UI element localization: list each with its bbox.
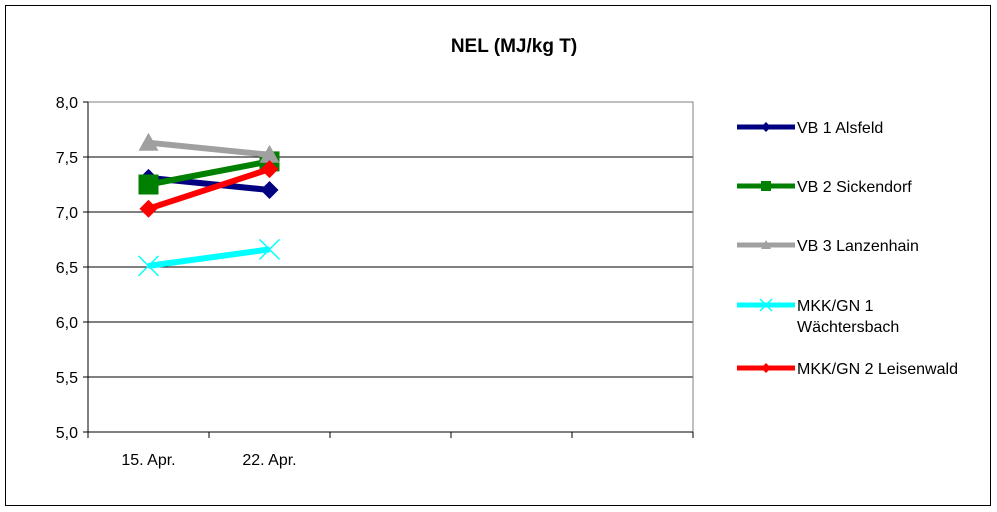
axes: 5,0 5,5 6,0 6,5 7,0 7,5 8,0 15. Apr. 22. Apr.: [56, 95, 694, 469]
gridlines: [88, 156, 693, 378]
series-line: [148, 246, 270, 269]
x-tick-label: 22. Apr.: [242, 452, 296, 469]
series-4: [137, 238, 281, 277]
legend-marker: [761, 122, 771, 132]
legend-item: MKK/GN 1 Wächtersbach: [737, 298, 899, 336]
legend-marker: [761, 181, 771, 191]
legend-marker: [761, 363, 771, 373]
y-tick-label: 6,5: [56, 260, 78, 277]
series-5: [139, 160, 279, 218]
x-tick-label: 15. Apr.: [121, 452, 175, 469]
series-point: [139, 199, 158, 218]
chart-border: [5, 5, 991, 506]
legend-item: VB 2 Sickendorf: [737, 179, 912, 196]
series-line: [147, 166, 271, 212]
y-tick-label: 7,0: [56, 205, 78, 222]
series-line: [147, 158, 271, 188]
legend-item: VB 1 Alsfeld: [737, 120, 883, 137]
legend-label: VB 3 Lanzenhain: [797, 238, 919, 255]
series-point: [259, 144, 280, 163]
legend-item: MKK/GN 2 Leisenwald: [737, 361, 958, 378]
legend-label: MKK/GN 1 Wächtersbach: [797, 298, 899, 336]
legend-marker: [759, 298, 773, 312]
series-line: [148, 139, 270, 158]
series-point: [138, 132, 159, 151]
chart-title: NEL (MJ/kg T): [451, 36, 577, 57]
legend-label: VB 1 Alsfeld: [797, 120, 883, 137]
legend-marker: [761, 240, 771, 249]
legend-label: MKK/GN 2 Leisenwald: [797, 361, 958, 378]
series-point: [260, 160, 279, 179]
legend-item: VB 3 Lanzenhain: [737, 238, 919, 255]
y-tick-label: 6,0: [56, 315, 78, 332]
y-tick-label: 8,0: [56, 95, 78, 112]
legend-label: VB 2 Sickendorf: [797, 179, 912, 196]
series-point: [137, 255, 160, 277]
legend: VB 1 Alsfeld VB 2 Sickendorf VB 3 Lanzenha…: [737, 120, 958, 378]
series-point: [258, 238, 281, 260]
series-point: [260, 181, 279, 199]
y-tick-label: 7,5: [56, 150, 78, 167]
series-3: [138, 132, 280, 163]
series-group: [137, 132, 281, 277]
y-tick-label: 5,0: [56, 425, 78, 442]
series-point: [138, 174, 159, 195]
y-tick-label: 5,5: [56, 370, 78, 387]
